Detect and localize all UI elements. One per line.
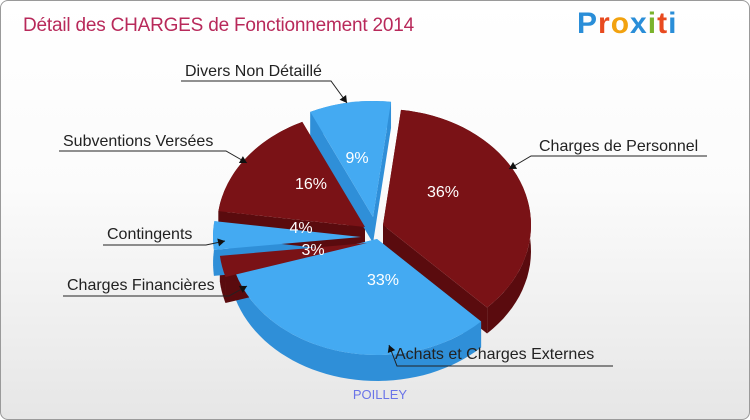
- callout-line: [181, 80, 348, 104]
- callout-line: [388, 344, 613, 367]
- pie-slice: [218, 121, 365, 227]
- slice-percent-label: 4%: [289, 220, 312, 237]
- pie-slice: [212, 221, 361, 250]
- callout-line: [508, 155, 707, 170]
- callout-arrow: [238, 156, 247, 163]
- category-label: Charges Financières: [67, 277, 215, 294]
- callout-arrow: [339, 95, 347, 103]
- slice-percent-label: 36%: [427, 184, 459, 201]
- callout-line: [59, 150, 248, 164]
- pie-slice: [310, 101, 391, 217]
- slice-percent-label: 33%: [367, 272, 399, 289]
- pie-slice: [235, 239, 482, 356]
- logo-letter: i: [647, 7, 658, 40]
- commune-name: POILLEY: [353, 387, 408, 402]
- callout-arrow: [387, 345, 396, 353]
- chart-title: Détail des CHARGES de Fonctionnement 201…: [23, 15, 415, 36]
- category-label: Contingents: [107, 226, 192, 243]
- slice-percent-label: 3%: [301, 242, 324, 259]
- proxiti-logo: Proxiti: [577, 7, 677, 41]
- callout-arrow: [238, 285, 247, 293]
- logo-letter: P: [577, 7, 599, 40]
- logo-letter: o: [610, 7, 631, 40]
- pie-slice: [219, 243, 367, 277]
- category-label: Divers Non Détaillé: [185, 63, 322, 80]
- callout-arrow: [509, 162, 518, 169]
- logo-letter: x: [630, 7, 648, 40]
- slice-percent-label: 9%: [345, 150, 368, 167]
- category-label: Achats et Charges Externes: [395, 346, 594, 363]
- category-label: Subventions Versées: [63, 133, 213, 150]
- logo-letter: r: [598, 7, 611, 40]
- pie-slice: [383, 109, 532, 308]
- slice-percent-label: 16%: [295, 176, 327, 193]
- logo-letter: i: [668, 7, 678, 40]
- callout-arrow: [217, 238, 225, 247]
- logo-letter: t: [657, 7, 669, 40]
- category-label: Charges de Personnel: [539, 138, 698, 155]
